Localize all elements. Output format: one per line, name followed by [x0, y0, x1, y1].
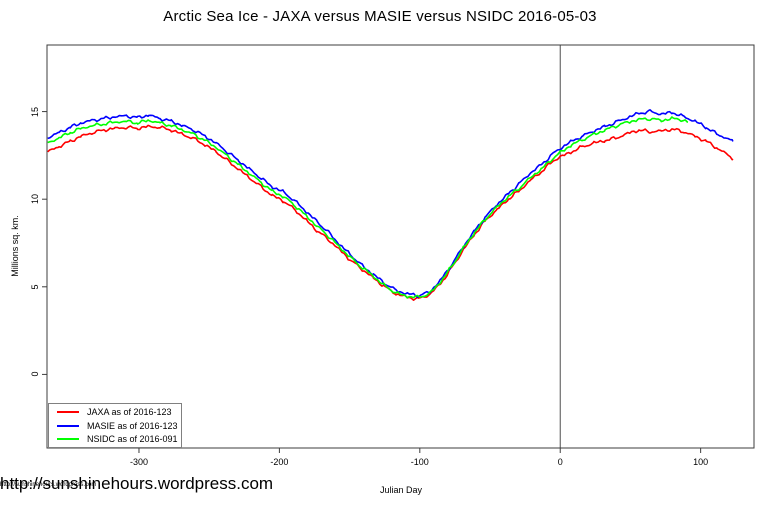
- chart-title: Arctic Sea Ice - JAXA versus MASIE versu…: [163, 8, 597, 25]
- x-tick-label: -200: [270, 457, 289, 467]
- watermark-url-large: http://sunshinehours.wordpress.com: [0, 474, 274, 493]
- x-tick-label: 100: [693, 457, 709, 467]
- series-line-masie: [47, 109, 734, 299]
- series-line-nsidc: [47, 116, 689, 299]
- y-tick-label: 5: [30, 284, 40, 290]
- legend-row-masie: MASIE as of 2016-123: [49, 420, 181, 432]
- y-tick-label: 0: [30, 371, 40, 377]
- legend-row-jaxa: JAXA as of 2016-123: [49, 406, 181, 418]
- legend-label-jaxa: JAXA as of 2016-123: [87, 406, 172, 417]
- legend-label-nsidc: NSIDC as of 2016-091: [87, 434, 178, 445]
- y-tick-label: 15: [30, 106, 40, 117]
- y-tick-label: 10: [30, 194, 40, 205]
- series-line-jaxa: [47, 124, 734, 302]
- legend-label-masie: MASIE as of 2016-123: [87, 420, 178, 431]
- legend: JAXA as of 2016-123 MASIE as of 2016-123 N…: [48, 403, 182, 448]
- watermark-url-small: http://sunshinehours.wordpress.com: [0, 482, 97, 488]
- x-tick-label: -100: [410, 457, 429, 467]
- legend-swatch-jaxa: [57, 410, 79, 413]
- x-axis-label: Julian Day: [379, 485, 423, 495]
- plot-frame: [46, 44, 755, 449]
- legend-row-nsidc: NSIDC as of 2016-091: [49, 433, 181, 445]
- legend-swatch-masie: [57, 424, 79, 427]
- y-axis-label: Millions sq. km.: [10, 215, 20, 277]
- legend-swatch-nsidc: [57, 438, 79, 441]
- x-tick-label: -300: [129, 457, 148, 467]
- x-tick-label: 0: [557, 457, 563, 467]
